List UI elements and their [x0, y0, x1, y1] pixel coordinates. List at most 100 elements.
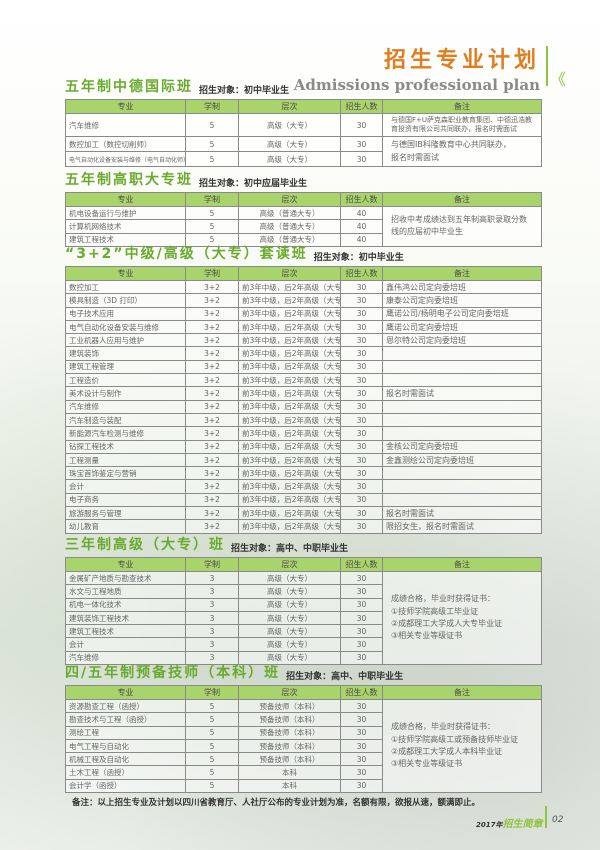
cell-duration: 3+2	[185, 319, 239, 335]
column-header-note: 备注	[382, 557, 542, 572]
table-row: 珠宝首饰鉴定与营销 3+2 前3年中级，后2年高级（大专） 30	[65, 466, 542, 481]
cell-quota: 30	[340, 412, 383, 428]
cell-major: 勘查技术与工程（函授）	[65, 712, 186, 727]
target-label: 招生对象：	[313, 253, 359, 263]
cell-quota: 30	[340, 151, 383, 167]
cell-level: 高级（大专）	[238, 136, 341, 153]
cell-note: 恩尔特公司定向委培班	[382, 333, 542, 348]
cell-level: 前3年中级，后2年高级（大专）	[238, 452, 341, 468]
cell-note: 成绩合格，毕业时获得证书： ①技师学院高级工或预备技师毕业证 ②成都理工大学成人…	[382, 698, 542, 794]
cell-duration: 3+2	[185, 439, 239, 454]
cell-major: 计算机网络技术	[65, 219, 186, 234]
cell-major: 机电设备运行与维护	[65, 205, 186, 221]
cell-duration: 3+2	[185, 519, 239, 534]
section-heading: 三年制高级（大专）班 招生对象： 高中、中职毕业生	[65, 537, 541, 554]
cell-level: 高级（大专）	[238, 151, 341, 167]
section-title: 五年制高职大专班	[65, 172, 193, 188]
cell-major: 电子技术应用	[65, 306, 186, 321]
cell-level: 预备技师（本科）	[238, 698, 341, 714]
cell-duration: 3+2	[185, 293, 239, 308]
cell-note	[382, 492, 542, 508]
cell-quota: 40	[340, 205, 383, 221]
column-header-major: 专业	[65, 192, 186, 207]
cell-note: 金核公司定向委培班	[382, 439, 542, 454]
column-header-quota: 招生人数	[340, 266, 383, 281]
cell-quota: 30	[340, 610, 383, 626]
table-row: 模具制造（3D 打印） 3+2 前3年中级，后2年高级（大专） 30 康泰公司定向委培班	[65, 293, 542, 308]
cell-major: 金属矿产地质与勘查技术	[65, 570, 186, 586]
cell-major: 汽车维修	[65, 399, 186, 414]
cell-level: 前3年中级，后2年高级（大专）	[238, 306, 341, 321]
cell-major: 会计学（函授）	[65, 778, 186, 794]
cell-note: 招收中考成绩达到五年制高职录取分数线的应届初中毕业生	[382, 206, 542, 247]
cell-note	[382, 359, 542, 375]
cell-note: 报名时需面试	[382, 386, 542, 401]
target-value: 初中毕业生	[358, 253, 404, 263]
cell-quota: 30	[340, 725, 383, 740]
cell-major: 建筑装饰工程技术	[65, 610, 186, 626]
cell-note: 鹰诺公司定向委培班	[382, 319, 542, 335]
cell-note	[382, 466, 542, 481]
admissions-table: 专业 学制 层次 招生人数 备注 机电设备运行与维护 5 高级（普通大专） 40 招收中考成绩达到…	[65, 192, 542, 247]
cell-duration: 3	[185, 584, 239, 599]
cell-note: 成绩合格，毕业时获得证书： ①技师学院高级工毕业证 ②成都理工大学成人大专毕业证…	[382, 570, 542, 666]
footer-divider	[545, 806, 547, 828]
column-header-level: 层次	[238, 557, 341, 572]
cell-quota: 30	[340, 373, 383, 388]
column-header-level: 层次	[238, 266, 341, 281]
footer-year: 2017年	[476, 821, 503, 829]
table-row: 电气自动化设备安装与维修（电气自动化师） 5 高级（大专） 30	[65, 151, 542, 167]
cell-level: 本科	[238, 765, 341, 780]
table-row: 电气工程与自动化 5 预备技师（本科） 30	[65, 738, 542, 754]
cell-major: 数控加工（数控切削师）	[65, 136, 186, 153]
cell-level: 高级（大专）	[238, 597, 341, 612]
cell-quota: 30	[340, 359, 383, 375]
section-title: 五年制中德国际班	[65, 79, 193, 95]
cell-duration: 3+2	[185, 492, 239, 508]
table-row: 会计 3+2 前3年中级，后2年高级（大专） 30	[65, 479, 542, 494]
column-header-duration: 学制	[185, 99, 239, 114]
table-row: 金属矿产地质与勘查技术 3 高级（大专） 30 成绩合格，毕业时获得证书： ①技师学院高…	[65, 570, 542, 666]
table-row: 水文与工程地质 3 高级（大专） 30	[65, 584, 542, 599]
cell-quota: 30	[340, 466, 383, 481]
table-row: 钻探工程技术 3+2 前3年中级，后2年高级（大专） 30 金核公司定向委培班	[65, 439, 542, 454]
column-header-level: 层次	[238, 99, 341, 114]
cell-level: 前3年中级，后2年高级（大专）	[238, 359, 341, 375]
column-header-quota: 招生人数	[340, 99, 383, 114]
cell-level: 前3年中级，后2年高级（大专）	[238, 399, 341, 414]
cell-level: 前3年中级，后2年高级（大专）	[238, 479, 341, 494]
cell-major: 美术设计与制作	[65, 386, 186, 401]
column-header-note: 备注	[382, 266, 542, 281]
cell-major: 钻探工程技术	[65, 439, 186, 454]
page-number: 02	[552, 815, 564, 825]
cell-note: 鑫伟鸿公司定向委培班	[382, 279, 542, 295]
cell-duration: 3+2	[185, 452, 239, 468]
cell-duration: 5	[185, 219, 239, 234]
cell-quota: 30	[340, 452, 383, 468]
table-header-row: 专业 学制 层次 招生人数 备注	[65, 685, 542, 700]
cell-level: 前3年中级，后2年高级（大专）	[238, 506, 341, 521]
cell-quota: 30	[340, 738, 383, 754]
cell-major: 建筑工程管理	[65, 359, 186, 375]
cell-level: 高级（大专）	[238, 610, 341, 626]
cell-quota: 30	[340, 112, 383, 138]
section-title: “3+2”中级/高级（大专）套读班	[65, 246, 308, 262]
admissions-table: 专业 学制 层次 招生人数 备注 资源勘查工程（函授） 5 预备技师（本科） 30 成绩合格，毕业…	[65, 685, 542, 794]
table-row: 汽车制造与装配 3+2 前3年中级，后2年高级（大专） 30	[65, 412, 542, 428]
cell-major: 会计	[65, 479, 186, 494]
table-row: 电子技术应用 3+2 前3年中级，后2年高级（大专） 30 鹰诺公司/杨明电子公司定向委…	[65, 306, 542, 321]
cell-duration: 5	[185, 136, 239, 153]
target-value: 初中毕业生	[244, 86, 290, 96]
column-header-duration: 学制	[185, 192, 239, 207]
footer-brand-title: 招生简章	[502, 819, 543, 830]
cell-note: 鹰诺公司/杨明电子公司定向委培班	[382, 306, 542, 321]
cell-level: 高级（大专）	[238, 584, 341, 599]
cell-level: 前3年中级，后2年高级（大专）	[238, 492, 341, 508]
cell-duration: 3	[185, 650, 239, 666]
table-row: 土木工程（函授） 5 本科 30	[65, 765, 542, 780]
cell-level: 预备技师（本科）	[238, 752, 341, 767]
cell-note: 康泰公司定向委培班	[382, 293, 542, 308]
table-header-row: 专业 学制 层次 招生人数 备注	[65, 557, 542, 572]
column-header-quota: 招生人数	[340, 557, 383, 572]
cell-quota: 30	[340, 399, 383, 414]
